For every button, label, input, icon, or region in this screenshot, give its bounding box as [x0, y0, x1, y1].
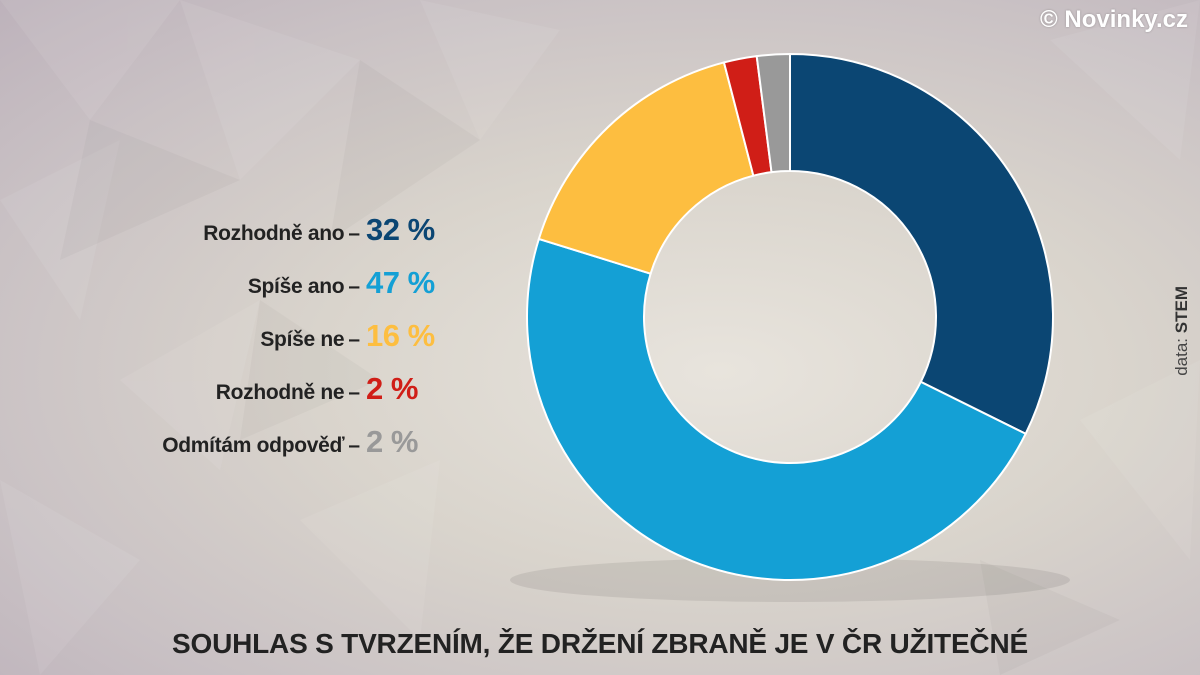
donut-slice-spíše-ano [525, 237, 1027, 582]
chart-title: SOUHLAS S TVRZENÍM, ŽE DRŽENÍ ZBRANĚ JE … [172, 628, 1028, 659]
legend-value: 16 % [366, 318, 435, 353]
legend-dash: – [348, 275, 360, 298]
watermark-copyright: © Novinky.cz [1040, 6, 1188, 33]
legend-dash: – [348, 328, 360, 351]
legend-value: 2 % [366, 371, 418, 406]
legend-label: Rozhodně ano [203, 222, 345, 245]
legend-label: Odmítám odpověď [162, 434, 345, 457]
legend-value: 47 % [366, 265, 435, 300]
legend-label: Spíše ne [260, 328, 345, 351]
legend-label: Rozhodně ne [215, 381, 345, 404]
legend-label: Spíše ano [247, 275, 345, 298]
donut-slice-spíše-ne [537, 61, 755, 275]
legend-dash: – [348, 222, 360, 245]
donut-slice-rozhodně-ano [789, 52, 1055, 436]
legend-dash: – [348, 381, 360, 404]
legend-row: Rozhodně ano – 32 % [162, 212, 448, 265]
legend: Rozhodně ano – 32 % Spíše ano – 47 % Spí… [162, 212, 448, 477]
legend-row: Spíše ne – 16 % [162, 318, 448, 371]
legend-value: 32 % [366, 212, 435, 247]
legend-row: Odmítám odpověď – 2 % [162, 424, 448, 477]
legend-value: 2 % [366, 424, 418, 459]
legend-row: Rozhodně ne – 2 % [162, 371, 448, 424]
donut-slice-odmítám-odpověď [755, 52, 791, 174]
legend-row: Spíše ano – 47 % [162, 265, 448, 318]
legend-dash: – [348, 434, 360, 457]
